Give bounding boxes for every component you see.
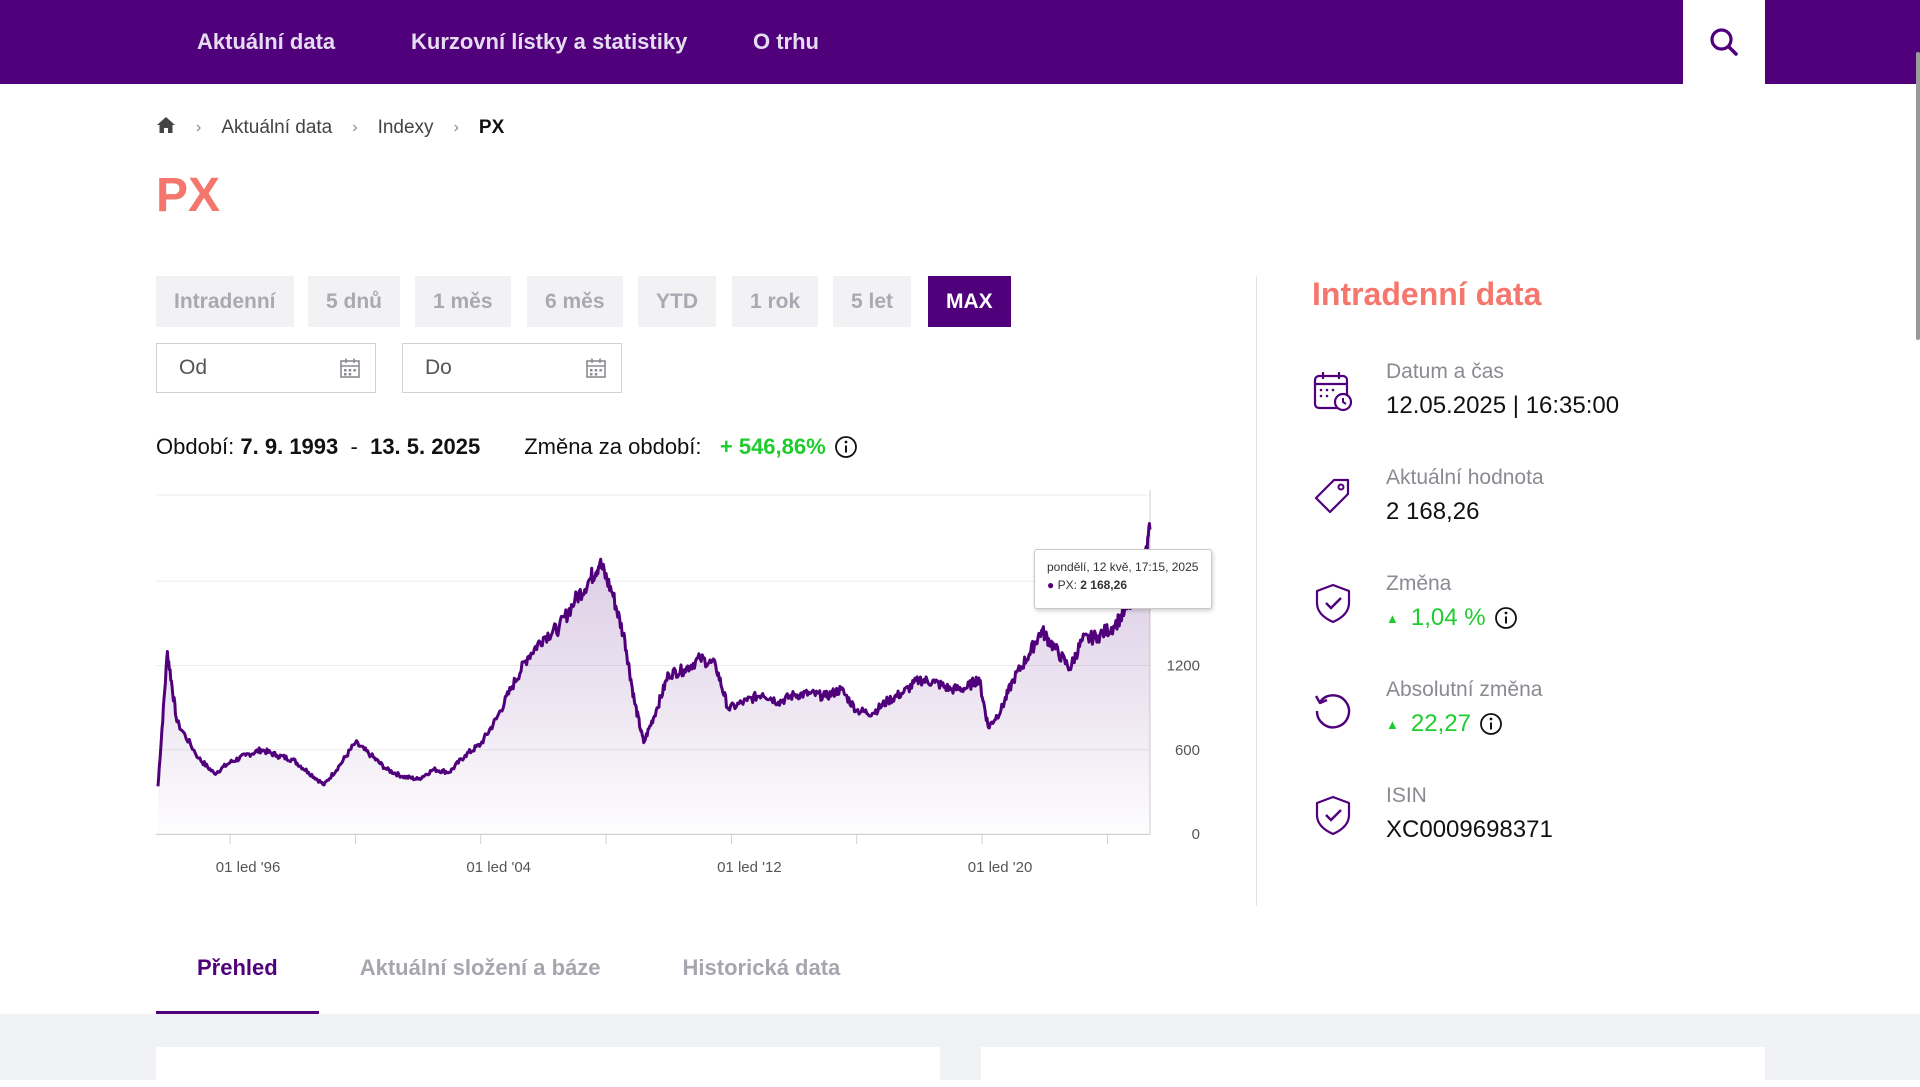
breadcrumb-aktualni-data[interactable]: Aktuální data — [221, 117, 333, 138]
tag-icon — [1314, 478, 1350, 514]
nav-item-aktualni-data[interactable]: Aktuální data — [197, 29, 336, 54]
info-label: Absolutní změna — [1386, 678, 1543, 701]
content-tabs: Přehled Aktuální složení a báze Historic… — [156, 940, 881, 1014]
info-icon[interactable] — [1494, 606, 1518, 630]
content-card-left — [156, 1047, 940, 1087]
range-button-max[interactable]: MAX — [928, 276, 1011, 327]
calendar-clock-icon — [1313, 372, 1353, 412]
chevron-right-icon: › — [453, 119, 459, 136]
price-chart[interactable]: 0 600 1200 01 led '96 01 led '04 01 led '12 01… — [156, 458, 1226, 890]
x-tick-label: 01 led '20 — [968, 859, 1033, 876]
chevron-right-icon: › — [196, 119, 202, 136]
y-tick-label: 0 — [1192, 826, 1200, 843]
breadcrumb-current: PX — [478, 117, 505, 138]
range-button-5-let[interactable]: 5 let — [833, 276, 912, 327]
info-icon[interactable] — [1479, 712, 1503, 736]
info-value: 22,27 — [1410, 710, 1471, 737]
period-to: 13. 5. 2025 — [370, 434, 481, 459]
info-label: ISIN — [1386, 784, 1427, 807]
tooltip-date: pondělí, 12 kvě, 17:15, 2025 — [1047, 560, 1199, 574]
chevron-right-icon: › — [352, 119, 358, 136]
side-panel-title: Intradenní data — [1312, 276, 1542, 312]
chart-tooltip: pondělí, 12 kvě, 17:15, 2025 ● PX: 2 168… — [1034, 549, 1212, 609]
info-value: 1,04 % — [1410, 604, 1486, 631]
price-chart-svg[interactable]: 0 600 1200 01 led '96 01 led '04 01 led '12 01… — [156, 458, 1226, 890]
info-value: 2 168,26 — [1386, 498, 1480, 525]
date-from-field — [156, 343, 376, 393]
tab-prehled[interactable]: Přehled — [156, 940, 319, 1014]
change-value: + 546,86% — [719, 434, 826, 459]
shield-check-icon — [1315, 795, 1351, 836]
y-tick-label: 1200 — [1167, 658, 1200, 675]
info-item-isin: ISIN XC0009698371 — [1312, 784, 1712, 854]
info-label: Datum a čas — [1386, 360, 1504, 383]
info-item-absolutni-zmena: Absolutní změna ▲ 22,27 — [1312, 678, 1712, 748]
info-value: 12.05.2025 | 16:35:00 — [1386, 392, 1620, 419]
page-scrollbar[interactable] — [1916, 52, 1920, 340]
nav-item-o-trhu[interactable]: O trhu — [753, 29, 819, 54]
series-dot-icon: ● — [1047, 578, 1055, 592]
info-item-datum-cas: Datum a čas 12.05.2025 | 16:35:00 — [1312, 360, 1712, 430]
range-button-5-dnu[interactable]: 5 dnů — [308, 276, 400, 327]
period-label: Období: — [156, 434, 235, 459]
top-navigation: Aktuální data Kurzovní lístky a statisti… — [0, 0, 1920, 84]
panel-divider — [1256, 276, 1257, 906]
tooltip-value: 2 168,26 — [1080, 578, 1127, 592]
period-summary: Období: 7. 9. 1993 - 13. 5. 2025 Změna z… — [156, 434, 858, 460]
tab-historicka-data[interactable]: Historická data — [682, 955, 841, 980]
info-icon[interactable] — [834, 435, 858, 459]
info-value: XC0009698371 — [1386, 816, 1553, 843]
x-tick-label: 01 led '96 — [216, 859, 281, 876]
breadcrumb-indexy[interactable]: Indexy — [377, 117, 434, 138]
period-from: 7. 9. 1993 — [240, 434, 339, 459]
search-icon — [1710, 28, 1738, 56]
range-button-6-mes[interactable]: 6 měs — [527, 276, 623, 327]
date-to-field — [402, 343, 622, 393]
info-value-row: ▲ 1,04 % — [1386, 604, 1518, 632]
change-label: Změna za období: — [524, 434, 702, 459]
tab-aktualni-slozeni[interactable]: Aktuální složení a báze — [359, 955, 601, 980]
home-icon — [157, 117, 175, 133]
shield-check-icon — [1315, 583, 1351, 624]
tooltip-value-row: ● PX: 2 168,26 — [1047, 578, 1199, 592]
breadcrumb-home[interactable] — [156, 116, 176, 140]
series-line-px — [156, 522, 1152, 787]
range-button-1-rok[interactable]: 1 rok — [732, 276, 819, 327]
y-tick-label: 600 — [1175, 742, 1200, 759]
refresh-icon — [1314, 694, 1351, 729]
x-tick-label: 01 led '12 — [717, 859, 782, 876]
info-item-zmena: Změna ▲ 1,04 % — [1312, 572, 1712, 642]
range-button-intradenni[interactable]: Intradenní — [156, 276, 294, 327]
arrow-up-icon: ▲ — [1386, 716, 1399, 732]
arrow-up-icon: ▲ — [1386, 610, 1399, 626]
info-label: Změna — [1386, 572, 1452, 595]
period-dash: - — [350, 434, 358, 459]
series-area-px — [158, 523, 1150, 834]
page-title: PX — [156, 169, 221, 222]
date-to-input[interactable] — [403, 344, 573, 392]
range-button-1-mes[interactable]: 1 měs — [415, 276, 511, 327]
search-button[interactable] — [1683, 0, 1765, 84]
content-card-right — [981, 1047, 1765, 1087]
x-tick-label: 01 led '04 — [466, 859, 531, 876]
calendar-icon[interactable] — [585, 357, 607, 384]
date-from-input[interactable] — [157, 344, 327, 392]
tooltip-series: PX: — [1057, 578, 1077, 592]
info-label: Aktuální hodnota — [1386, 466, 1544, 489]
range-button-ytd[interactable]: YTD — [638, 276, 716, 327]
breadcrumb: › Aktuální data › Indexy › PX — [156, 114, 504, 142]
nav-item-kurzovni-listky[interactable]: Kurzovní lístky a statistiky — [411, 29, 688, 54]
info-value-row: ▲ 22,27 — [1386, 710, 1503, 738]
info-item-aktualni-hodnota: Aktuální hodnota 2 168,26 — [1312, 466, 1712, 536]
calendar-icon[interactable] — [339, 357, 361, 384]
